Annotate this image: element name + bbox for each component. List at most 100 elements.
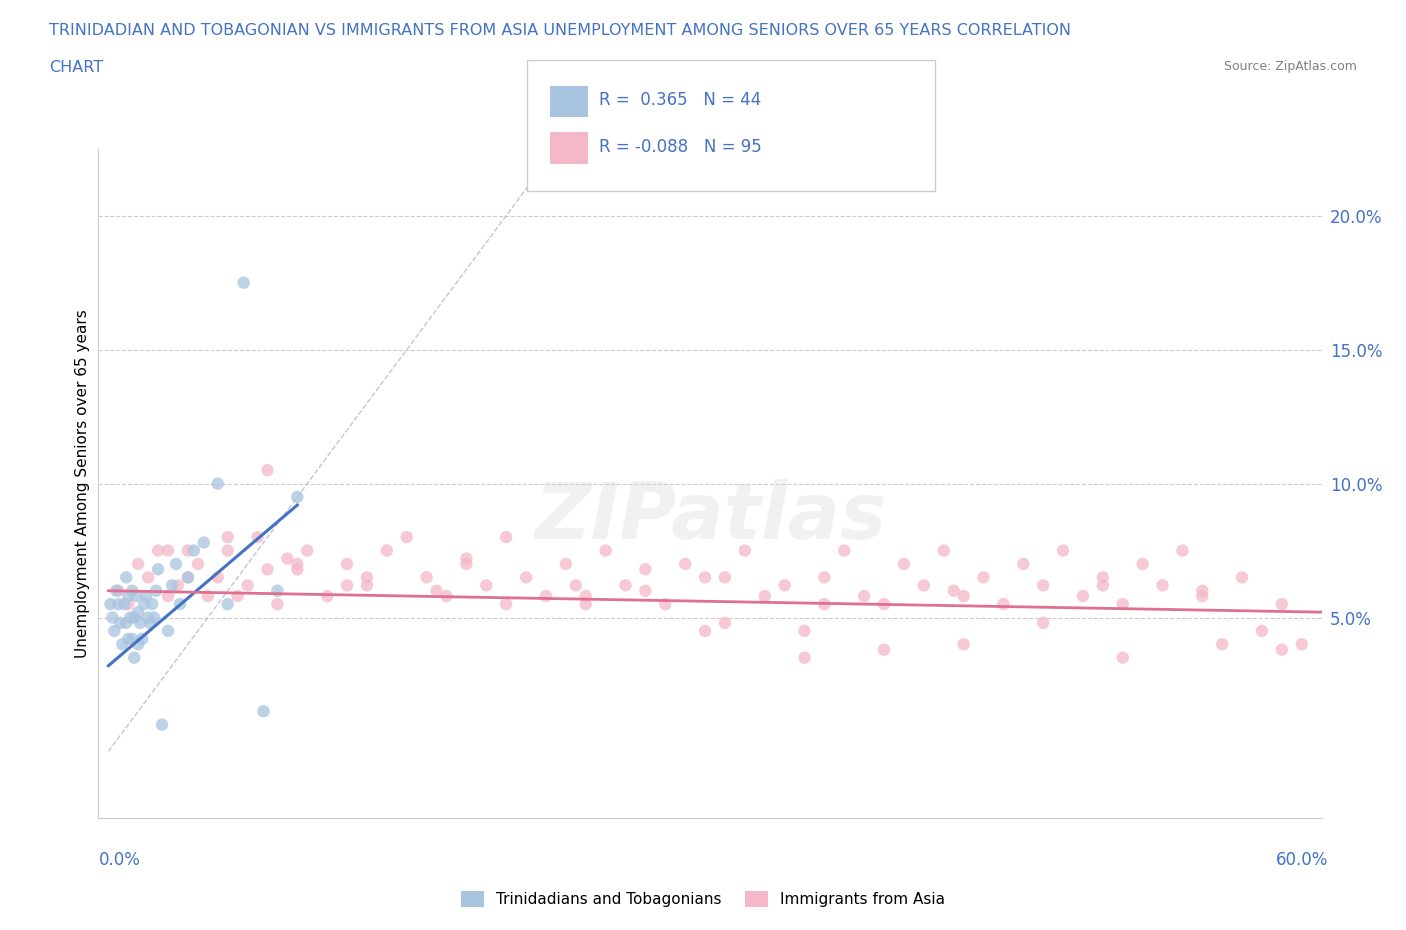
- Point: [456, 556, 478, 571]
- Point: [1112, 597, 1135, 612]
- Point: [793, 650, 815, 665]
- Point: [1191, 589, 1213, 604]
- Point: [157, 543, 180, 558]
- Point: [893, 556, 915, 571]
- Point: [575, 589, 598, 604]
- Point: [98, 597, 121, 612]
- Point: [614, 578, 637, 592]
- Point: [554, 556, 576, 571]
- Point: [1032, 616, 1054, 631]
- Point: [873, 597, 896, 612]
- Point: [177, 570, 200, 585]
- Point: [1271, 643, 1294, 658]
- Point: [112, 597, 135, 612]
- Point: [157, 589, 180, 604]
- Point: [952, 589, 974, 604]
- Text: CHART: CHART: [49, 60, 103, 75]
- Point: [1230, 570, 1253, 585]
- Point: [375, 543, 398, 558]
- Point: [456, 551, 478, 566]
- Point: [714, 570, 737, 585]
- Point: [873, 643, 896, 658]
- Point: [813, 570, 835, 585]
- Point: [1291, 637, 1313, 652]
- Point: [266, 583, 288, 598]
- Point: [1271, 597, 1294, 612]
- Point: [117, 631, 139, 646]
- Point: [297, 543, 319, 558]
- Point: [734, 543, 756, 558]
- Point: [129, 616, 152, 631]
- Point: [246, 530, 269, 545]
- Point: [356, 570, 378, 585]
- Point: [131, 631, 153, 646]
- Point: [125, 589, 148, 604]
- Point: [495, 530, 517, 545]
- Point: [634, 562, 657, 577]
- Point: [120, 610, 142, 625]
- Point: [475, 578, 498, 592]
- Point: [495, 597, 517, 612]
- Point: [193, 535, 215, 550]
- Point: [285, 489, 308, 504]
- Point: [217, 530, 239, 545]
- Point: [1112, 650, 1135, 665]
- Point: [157, 623, 180, 638]
- Point: [111, 637, 134, 652]
- Point: [693, 623, 716, 638]
- Point: [316, 589, 339, 604]
- Point: [336, 556, 359, 571]
- Point: [127, 637, 149, 652]
- Point: [146, 543, 169, 558]
- Point: [115, 616, 138, 631]
- Point: [673, 556, 696, 571]
- Point: [127, 604, 149, 619]
- Point: [1152, 578, 1174, 592]
- Point: [136, 610, 159, 625]
- Point: [266, 597, 288, 612]
- Point: [197, 589, 219, 604]
- Point: [1091, 570, 1114, 585]
- Point: [952, 637, 974, 652]
- Point: [973, 570, 995, 585]
- Point: [139, 616, 162, 631]
- Text: ZIPatlas: ZIPatlas: [534, 479, 886, 555]
- Point: [146, 562, 169, 577]
- Point: [143, 610, 166, 625]
- Point: [177, 570, 200, 585]
- Point: [932, 543, 955, 558]
- Point: [256, 463, 278, 478]
- Point: [912, 578, 935, 592]
- Point: [122, 650, 145, 665]
- Point: [177, 543, 200, 558]
- Point: [167, 578, 190, 592]
- Point: [169, 597, 191, 612]
- Point: [1251, 623, 1274, 638]
- Point: [110, 616, 132, 631]
- Point: [415, 570, 437, 585]
- Point: [813, 597, 835, 612]
- Point: [121, 631, 143, 646]
- Point: [436, 589, 458, 604]
- Point: [150, 717, 173, 732]
- Point: [425, 583, 447, 598]
- Point: [134, 597, 156, 612]
- Point: [136, 570, 159, 585]
- Point: [285, 556, 308, 571]
- Point: [217, 543, 239, 558]
- Point: [103, 623, 125, 638]
- Point: [117, 589, 139, 604]
- Point: [1132, 556, 1154, 571]
- Point: [217, 597, 239, 612]
- Point: [993, 597, 1015, 612]
- Point: [853, 589, 876, 604]
- Y-axis label: Unemployment Among Seniors over 65 years: Unemployment Among Seniors over 65 years: [75, 309, 90, 658]
- Point: [105, 583, 128, 598]
- Point: [127, 556, 149, 571]
- Text: 60.0%: 60.0%: [1277, 851, 1329, 870]
- Point: [534, 589, 557, 604]
- Point: [226, 589, 249, 604]
- Point: [1012, 556, 1035, 571]
- Point: [285, 562, 308, 577]
- Point: [117, 597, 139, 612]
